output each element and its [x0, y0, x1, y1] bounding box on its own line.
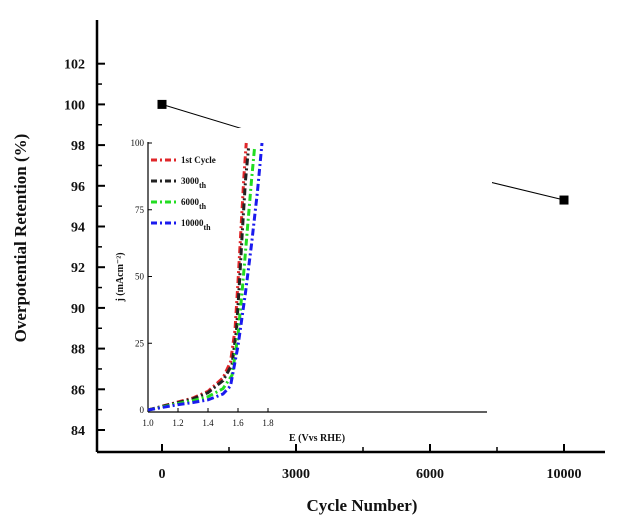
main-x-tick-label: 3000 — [282, 467, 310, 482]
main-y-tick-label: 84 — [71, 424, 85, 439]
main-y-tick-label: 96 — [71, 180, 85, 195]
inset-series-curve — [147, 148, 256, 412]
main-x-tick-label: 6000 — [416, 467, 444, 482]
main-x-tick-label: 10000 — [547, 467, 582, 482]
main-x-axis-title: Cycle Number) — [307, 496, 418, 515]
inset-background — [116, 128, 492, 428]
inset-y-tick-label: 100 — [131, 138, 145, 148]
inset-x-tick-label: 1.0 — [142, 418, 154, 428]
main-y-axis-title: Overpotential Retention (%) — [11, 134, 30, 343]
legend-label: 1st Cycle — [181, 155, 216, 165]
inset-x-tick-label: 1.6 — [232, 418, 244, 428]
main-data-point — [157, 99, 167, 109]
inset-series-curve — [147, 142, 264, 412]
inset-x-tick-label: 1.4 — [202, 418, 214, 428]
inset-y-tick-label: 25 — [135, 338, 145, 348]
inset-x-axis-title: E (Vvs RHE) — [289, 433, 345, 444]
main-y-tick-label: 86 — [71, 383, 85, 398]
inset-series-curve — [147, 142, 248, 412]
inset-x-tick-label: 1.8 — [262, 418, 274, 428]
main-x-tick-label: 0 — [159, 467, 166, 482]
inset-y-tick-label: 75 — [135, 205, 145, 215]
main-y-ticks: 84 86 88 90 92 94 96 98 100 102 — [64, 58, 105, 439]
inset-series — [147, 142, 264, 412]
main-y-tick-label: 88 — [71, 343, 85, 358]
main-data-point — [559, 195, 569, 205]
inset-y-tick-label: 50 — [135, 272, 145, 282]
main-y-tick-label: 102 — [64, 58, 85, 73]
main-y-tick-label: 90 — [71, 302, 85, 317]
main-y-tick-label: 92 — [71, 261, 85, 276]
main-y-tick-label: 98 — [71, 139, 85, 154]
inset-y-ticks: 0 25 50 75 100 — [131, 138, 152, 415]
inset-y-tick-label: 0 — [140, 405, 145, 415]
inset-series-curve — [147, 148, 250, 412]
main-x-ticks: 0 3000 6000 10000 — [159, 444, 582, 482]
main-y-tick-label: 94 — [71, 221, 85, 236]
main-y-tick-label: 100 — [64, 98, 85, 113]
inset-y-axis-title: j (mAcm⁻²) — [115, 252, 126, 302]
inset-x-tick-label: 1.2 — [172, 418, 183, 428]
